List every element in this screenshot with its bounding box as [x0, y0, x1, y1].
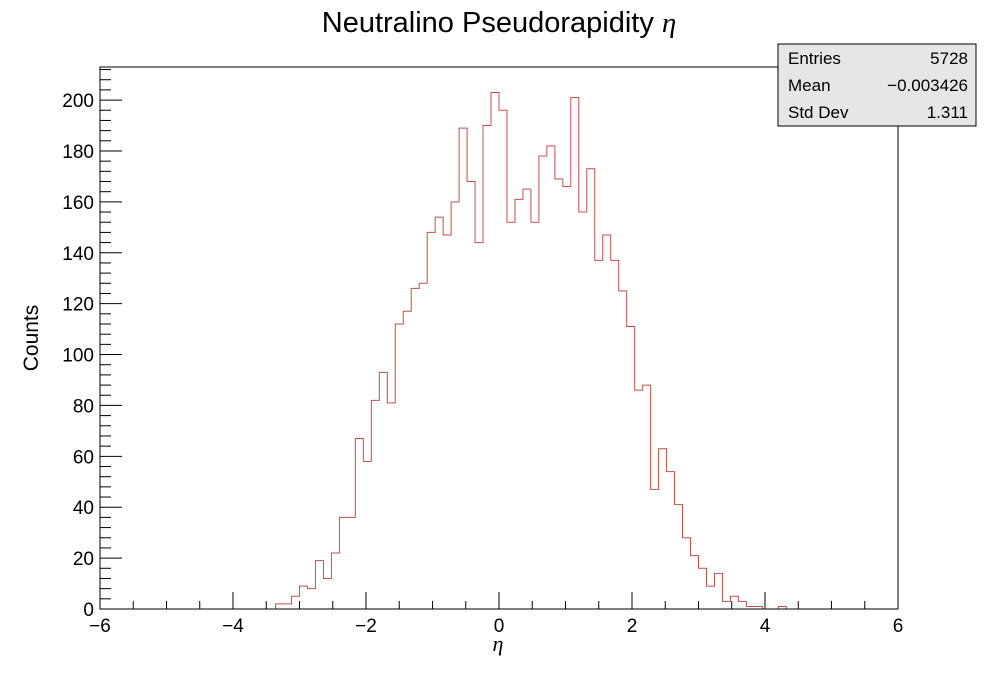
y-tick-label: 60	[73, 447, 94, 468]
stats-entries-value: 5728	[930, 49, 968, 68]
x-axis-label: η	[493, 631, 504, 656]
x-tick-label: −6	[89, 616, 111, 637]
stats-stddev-value: 1.311	[927, 103, 968, 122]
histogram-line	[100, 91, 898, 610]
stats-box-background	[777, 43, 977, 127]
y-tick-label: 20	[73, 549, 94, 570]
x-tick-label: 6	[893, 616, 904, 637]
chart-title-symbol: η	[662, 7, 676, 39]
y-tick-label: 140	[62, 244, 94, 265]
y-tick-label: 100	[62, 346, 94, 367]
y-tick-label: 120	[62, 295, 94, 316]
axis-ticks	[99, 69, 899, 610]
x-tick-label: 2	[627, 616, 638, 637]
x-tick-label: 4	[760, 616, 771, 637]
y-tick-label: 180	[62, 142, 94, 163]
y-tick-label: 80	[73, 396, 94, 417]
plot-frame	[99, 66, 899, 610]
y-tick-label: 160	[62, 193, 94, 214]
stats-mean-label: Mean	[788, 76, 831, 95]
x-tick-label: −2	[355, 616, 377, 637]
y-axis-label: Counts	[20, 305, 43, 372]
y-tick-label: 200	[62, 91, 94, 112]
chart-title: Neutralino Pseudorapidity η	[322, 7, 676, 39]
chart-title-text: Neutralino Pseudorapidity	[322, 7, 655, 39]
stats-mean-value: −0.003426	[887, 76, 968, 95]
x-tick-label: 0	[494, 616, 505, 637]
y-tick-label: 40	[73, 498, 94, 519]
stats-box: Entries 5728 Mean −0.003426 Std Dev 1.31…	[777, 43, 977, 127]
stats-stddev-label: Std Dev	[788, 103, 849, 122]
x-tick-label: −4	[222, 616, 244, 637]
y-tick-label: 0	[83, 600, 94, 621]
stats-entries-label: Entries	[788, 49, 841, 68]
